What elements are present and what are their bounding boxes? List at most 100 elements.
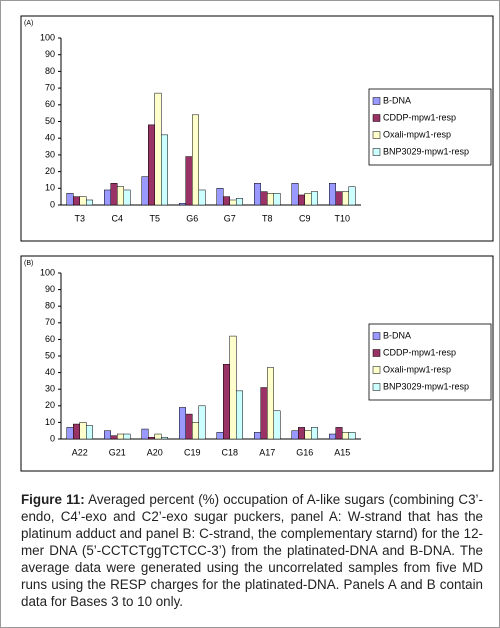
y-tick-label: 60 (45, 334, 55, 344)
legend-label: BNP3029-mpw1-resp (383, 381, 469, 391)
bar (298, 194, 305, 206)
legend-label: B-DNA (383, 330, 411, 340)
bar (267, 193, 274, 206)
x-tick-label: G16 (296, 447, 313, 457)
x-tick-label: C4 (111, 213, 123, 223)
y-tick-label: 50 (45, 116, 55, 126)
legend-frame (368, 88, 492, 166)
bar (117, 433, 124, 440)
bar (161, 134, 168, 206)
x-tick-label: A17 (259, 447, 275, 457)
bar (198, 189, 206, 206)
y-tick-label: 100 (40, 267, 55, 277)
x-tick-label: T5 (149, 213, 160, 223)
bar (192, 114, 199, 206)
bar (273, 193, 281, 206)
y-tick-label: 80 (45, 66, 55, 76)
bar (185, 156, 193, 206)
panel-label: (A) (24, 20, 33, 27)
bar (123, 433, 131, 440)
bar (179, 407, 186, 440)
bar (229, 335, 237, 440)
bar (123, 189, 131, 206)
legend-swatch (372, 366, 381, 374)
legend-swatch (372, 114, 381, 122)
y-tick-label: 40 (45, 133, 55, 143)
bar (110, 183, 118, 206)
bar (335, 191, 343, 206)
bar (342, 432, 349, 440)
x-tick-label: A22 (72, 447, 88, 457)
bar (141, 428, 149, 440)
x-tick-label: G7 (224, 213, 236, 223)
bar (161, 437, 168, 440)
bar (348, 432, 356, 440)
x-tick-label: G6 (186, 213, 198, 223)
bar (260, 191, 268, 206)
bar (179, 203, 186, 206)
y-tick-label: 10 (45, 183, 55, 193)
bar (141, 176, 149, 206)
x-tick-label: C19 (184, 447, 201, 457)
bar (154, 92, 162, 206)
y-tick-label: 90 (45, 284, 55, 294)
bar (86, 199, 93, 206)
bar (148, 437, 155, 440)
bar (216, 432, 224, 440)
y-tick-label: 10 (45, 417, 55, 427)
y-tick-label: 70 (45, 317, 55, 327)
y-tick-label: 100 (40, 32, 55, 42)
caption: Figure 11: Averaged percent (%) occupati… (21, 491, 483, 610)
bar (148, 124, 155, 206)
legend-label: Oxali-mpw1-resp (383, 129, 451, 139)
bar (79, 422, 87, 440)
y-tick-label: 20 (45, 400, 55, 410)
x-tick-label: T8 (262, 213, 273, 223)
bar (335, 427, 343, 440)
bar (236, 390, 243, 440)
bar (223, 196, 230, 206)
bar (154, 433, 162, 440)
panel-label: (B) (24, 260, 33, 267)
y-tick-label: 0 (50, 433, 55, 443)
legend-label: CDDP-mpw1-resp (383, 112, 456, 122)
legend-label: CDDP-mpw1-resp (383, 347, 456, 357)
bar (66, 193, 74, 206)
bar (110, 435, 118, 440)
bar (260, 387, 268, 440)
bar (291, 430, 299, 440)
bar (273, 410, 281, 440)
x-tick-label: G21 (109, 447, 126, 457)
charts: (A) 0 10 20 30 40 50 60 70 80 90 100 T3 C4 T5 G6 G7 T8 C9 T… (20, 15, 494, 472)
y-tick-label: 30 (45, 384, 55, 394)
legend-label: BNP3029-mpw1-resp (383, 146, 469, 156)
legend-swatch (372, 131, 381, 139)
legend-label: Oxali-mpw1-resp (383, 364, 451, 374)
x-tick-label: T10 (334, 213, 350, 223)
y-tick-label: 80 (45, 301, 55, 311)
bar (229, 199, 237, 206)
bar (73, 423, 80, 440)
bar (342, 191, 349, 206)
bar (104, 189, 111, 206)
legend-swatch (372, 349, 381, 357)
x-tick-label: C9 (299, 213, 311, 223)
bar (117, 186, 124, 206)
y-tick-label: 60 (45, 99, 55, 109)
bar (254, 432, 261, 440)
y-tick-label: 90 (45, 49, 55, 59)
x-tick-label: T3 (74, 213, 85, 223)
caption-text: Averaged percent (%) occupation of A-lik… (21, 492, 483, 609)
bar (79, 196, 87, 206)
bar (267, 367, 274, 440)
bar (311, 427, 318, 440)
bar (254, 183, 261, 206)
bar (304, 430, 312, 440)
y-tick-label: 50 (45, 350, 55, 360)
bar (198, 405, 206, 440)
bar (298, 427, 305, 440)
legend-swatch (372, 148, 381, 156)
legend-swatch (372, 383, 381, 391)
bar (104, 430, 111, 440)
